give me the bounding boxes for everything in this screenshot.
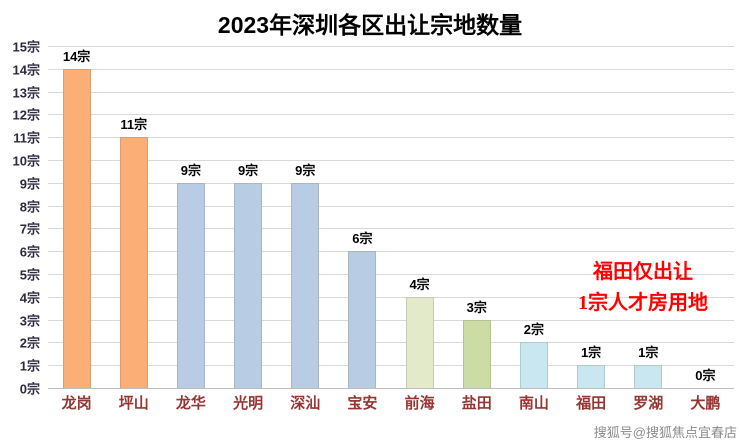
bar-value-label: 9宗	[295, 162, 316, 178]
bar-value-label: 9宗	[180, 162, 202, 178]
bar-value-label: 14宗	[62, 48, 91, 64]
bar-深汕	[291, 182, 320, 388]
bar-福田	[577, 365, 606, 388]
bar-value-label: 9宗	[237, 162, 259, 178]
gridline	[48, 114, 734, 116]
bar-龙华	[176, 182, 205, 388]
gridline	[48, 251, 734, 253]
gridline	[48, 91, 734, 93]
y-axis-label: 12宗	[12, 107, 40, 123]
x-axis-label: 福田	[576, 395, 607, 412]
y-axis-label: 8宗	[19, 199, 40, 215]
y-axis: 0宗 1宗 2宗 3宗 4宗 5宗 6宗 7宗 8宗 9宗 10宗 11宗 12宗 13宗 14宗 15宗	[0, 40, 44, 397]
x-axis: 龙岗 坪山 龙华 光明 深汕 宝安 前海 盐田 南山 福田 罗湖 大鹏	[48, 392, 734, 418]
y-axis-label: 1宗	[19, 358, 40, 374]
y-axis-label: 3宗	[19, 313, 40, 329]
x-axis-label: 光明	[233, 395, 264, 412]
gridline	[48, 319, 734, 321]
y-axis-label: 11宗	[13, 130, 40, 146]
annotation-line1: 福田仅出让	[593, 261, 693, 283]
annotation-line2: 1宗人才房用地	[578, 292, 708, 314]
bar-前海	[405, 296, 434, 388]
x-axis-label: 盐田	[461, 395, 492, 412]
bar-value-label: 4宗	[409, 276, 430, 292]
bar-盐田	[462, 319, 491, 388]
chart-title: 2023年深圳各区出让宗地数量	[217, 12, 523, 38]
watermark-text: 搜狐号@搜狐焦点宜春店	[593, 425, 737, 440]
bar-罗湖	[634, 365, 663, 388]
bar-value-label: 3宗	[466, 299, 487, 315]
bar-value-label: 11宗	[120, 117, 148, 133]
bar-value-label: 0宗	[695, 368, 716, 383]
gridline	[48, 274, 734, 275]
plot-area: 14宗 11宗 9宗 9宗 9宗 6宗 4宗 3宗 2宗 1宗 1宗 0宗	[48, 46, 734, 389]
gridline	[48, 228, 734, 230]
bar-坪山	[119, 137, 148, 388]
y-axis-label: 10宗	[12, 153, 40, 169]
x-axis-label: 前海	[404, 395, 435, 412]
y-axis-label: 0宗	[19, 381, 40, 397]
y-axis-label: 6宗	[19, 244, 40, 260]
x-axis-label: 龙华	[175, 395, 206, 412]
gridline	[48, 365, 734, 367]
bar-value-label: 1宗	[638, 345, 659, 361]
x-axis-label: 深汕	[290, 395, 321, 412]
bar-宝安	[348, 251, 377, 388]
y-axis-label: 7宗	[19, 221, 40, 237]
gridline	[48, 182, 734, 184]
gridline	[48, 137, 734, 139]
x-axis-label: 罗湖	[633, 395, 664, 412]
gridline	[48, 205, 734, 207]
bar-光明	[234, 182, 263, 388]
gridline	[48, 296, 734, 298]
x-axis-label: 龙岗	[61, 395, 92, 412]
y-axis-label: 2宗	[19, 335, 40, 351]
gridline	[48, 160, 734, 161]
y-axis-label: 5宗	[19, 267, 40, 283]
gridline	[48, 46, 734, 47]
gridline	[48, 68, 734, 70]
bar-value-label: 6宗	[352, 231, 373, 247]
x-axis-label: 坪山	[118, 395, 149, 412]
bar-龙岗	[62, 68, 91, 388]
x-axis-label: 南山	[518, 395, 549, 412]
y-axis-label: 13宗	[12, 85, 40, 101]
x-axis-label: 大鹏	[690, 395, 721, 412]
y-axis-label: 4宗	[19, 290, 40, 306]
annotation-text: 福田仅出让 1宗人才房用地	[548, 257, 738, 319]
y-axis-label: 14宗	[12, 62, 40, 78]
bar-value-label: 2宗	[523, 322, 545, 338]
gridline	[48, 342, 734, 344]
x-axis-label: 宝安	[347, 395, 378, 412]
bar-value-label: 1宗	[580, 345, 602, 361]
bar-南山	[519, 342, 548, 388]
y-axis-label: 15宗	[12, 39, 40, 55]
y-axis-label: 9宗	[19, 176, 40, 192]
